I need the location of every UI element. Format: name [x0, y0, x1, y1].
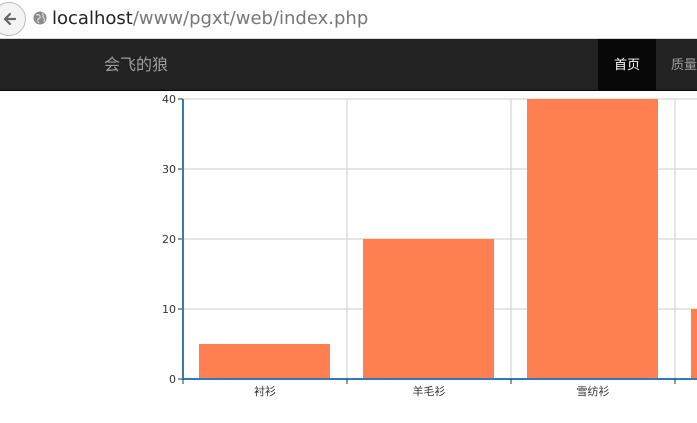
top-navbar: 会飞的狼 首页 质量 — [0, 39, 697, 91]
address-input[interactable]: localhost/www/pgxt/web/index.php — [52, 7, 368, 31]
url-path: /www/pgxt/web/index.php — [132, 8, 369, 29]
bar — [363, 239, 494, 379]
nav-item-home[interactable]: 首页 — [598, 39, 656, 90]
y-tick-label: 40 — [162, 93, 176, 106]
url-host: localhost — [52, 8, 133, 29]
y-tick-label: 10 — [162, 303, 176, 316]
y-tick-label: 20 — [162, 233, 176, 246]
bar — [527, 99, 658, 379]
y-tick-label: 30 — [162, 163, 176, 176]
y-tick-label: 0 — [169, 373, 176, 386]
navbar-brand[interactable]: 会飞的狼 — [104, 55, 169, 74]
bar — [199, 344, 330, 379]
back-button[interactable] — [0, 2, 26, 36]
globe-icon — [33, 11, 47, 25]
nav-item-quality[interactable]: 质量 — [671, 58, 697, 73]
bar-chart: 0 10 20 30 40 衬衫 羊毛衫 雪纺衫 — [0, 91, 697, 423]
x-tick-label: 衬衫 — [254, 385, 276, 398]
back-arrow-icon — [3, 12, 17, 26]
x-tick-label: 羊毛衫 — [413, 384, 446, 398]
bar-chart-svg: 0 10 20 30 40 衬衫 羊毛衫 雪纺衫 — [162, 93, 697, 398]
browser-address-bar: localhost/www/pgxt/web/index.php — [0, 0, 697, 39]
x-tick-label: 雪纺衫 — [577, 384, 610, 398]
bar — [691, 309, 697, 379]
